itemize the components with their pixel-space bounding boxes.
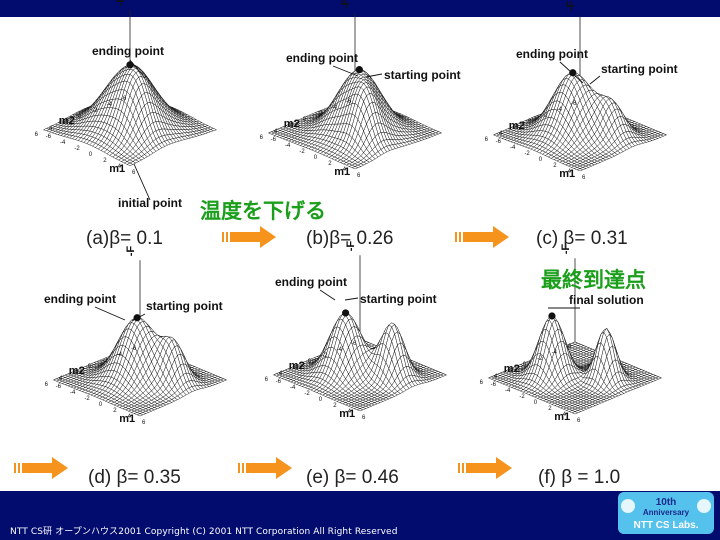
y-axis-label: m2 <box>59 115 75 127</box>
x-tick-label: -6 <box>46 134 52 140</box>
x-tick-label: -6 <box>276 379 282 385</box>
x-axis-label: m1 <box>119 413 135 425</box>
x-tick-label: 6 <box>142 420 146 426</box>
surface-mesh <box>43 64 217 166</box>
x-tick-label: 2 <box>103 158 107 164</box>
y-tick-label: -6 <box>346 99 352 105</box>
plot-panel-a: -6 -6 -4 -4 -2 -2 0 0 2 2 4 4 6 6 m1 m2 -F <box>35 0 217 176</box>
x-tick-label: -4 <box>510 145 516 151</box>
y-tick-label: 6 <box>260 135 264 141</box>
x-tick-label: 2 <box>333 403 337 409</box>
x-tick-label: 6 <box>132 170 136 176</box>
x-tick-label: 6 <box>357 173 361 179</box>
x-tick-label: 2 <box>113 408 117 414</box>
y-tick-label: -6 <box>351 341 357 347</box>
x-tick-label: 0 <box>539 157 543 163</box>
x-tick-label: -2 <box>304 391 310 397</box>
y-tick-label: -4 <box>107 102 113 108</box>
x-tick-label: 0 <box>319 397 323 403</box>
y-tick-label: -4 <box>557 107 563 113</box>
z-axis-label: -F <box>565 1 577 12</box>
mesh-cell <box>126 162 134 166</box>
y-tick-label: -4 <box>332 105 338 111</box>
y-tick-label: -2 <box>542 113 548 119</box>
x-tick-label: 6 <box>362 415 366 421</box>
y-tick-label: 6 <box>45 382 49 388</box>
y-tick-label: -6 <box>131 346 137 352</box>
y-tick-label: -2 <box>317 111 323 117</box>
surface-mesh <box>268 69 442 170</box>
x-tick-label: -4 <box>60 140 66 146</box>
y-axis-label: m2 <box>289 360 305 372</box>
z-axis-label: -F <box>115 0 127 6</box>
y-tick-label: 6 <box>485 137 489 143</box>
y-tick-label: 6 <box>35 132 39 138</box>
top-bar <box>0 0 720 17</box>
x-tick-label: -2 <box>84 396 90 402</box>
x-tick-label: -2 <box>524 151 530 157</box>
x-axis-label: m1 <box>334 166 350 178</box>
ending-point-marker <box>355 66 363 74</box>
y-tick-label: 0 <box>78 114 82 120</box>
x-tick-label: 2 <box>328 161 332 167</box>
x-tick-label: -6 <box>56 384 62 390</box>
x-tick-label: -6 <box>496 139 502 145</box>
y-tick-label: -6 <box>121 96 127 102</box>
x-tick-label: -2 <box>299 149 305 155</box>
ending-point-marker <box>569 69 577 77</box>
x-axis-label: m1 <box>339 408 355 420</box>
x-tick-label: 4 <box>118 164 122 170</box>
y-tick-label: -4 <box>337 347 343 353</box>
x-tick-label: -6 <box>271 137 277 143</box>
x-tick-label: -4 <box>290 385 296 391</box>
x-tick-label: -4 <box>70 390 76 396</box>
y-tick-label: -2 <box>102 358 108 364</box>
z-axis-label: -F <box>340 0 352 9</box>
x-tick-label: 2 <box>553 163 557 169</box>
x-tick-label: 6 <box>582 175 586 181</box>
x-tick-label: 0 <box>99 402 103 408</box>
x-tick-label: -4 <box>285 143 291 149</box>
ending-point-marker <box>342 309 350 317</box>
y-tick-label: -2 <box>92 108 98 114</box>
y-tick-label: -2 <box>322 353 328 359</box>
y-tick-label: -4 <box>117 352 123 358</box>
bottom-bar <box>0 491 720 540</box>
x-tick-label: 0 <box>89 152 93 158</box>
x-tick-label: -2 <box>74 146 80 152</box>
y-axis-label: m2 <box>284 118 300 130</box>
x-axis-label: m1 <box>109 163 125 175</box>
y-axis-label: m2 <box>509 120 525 132</box>
x-axis-label: m1 <box>559 168 575 180</box>
y-tick-label: 2 <box>63 120 67 126</box>
y-tick-label: 4 <box>49 126 53 132</box>
y-tick-label: -6 <box>571 101 577 107</box>
ending-point-marker <box>126 61 134 69</box>
y-tick-label: 6 <box>265 377 269 383</box>
x-tick-label: 0 <box>314 155 318 161</box>
y-axis-label: m2 <box>69 365 85 377</box>
